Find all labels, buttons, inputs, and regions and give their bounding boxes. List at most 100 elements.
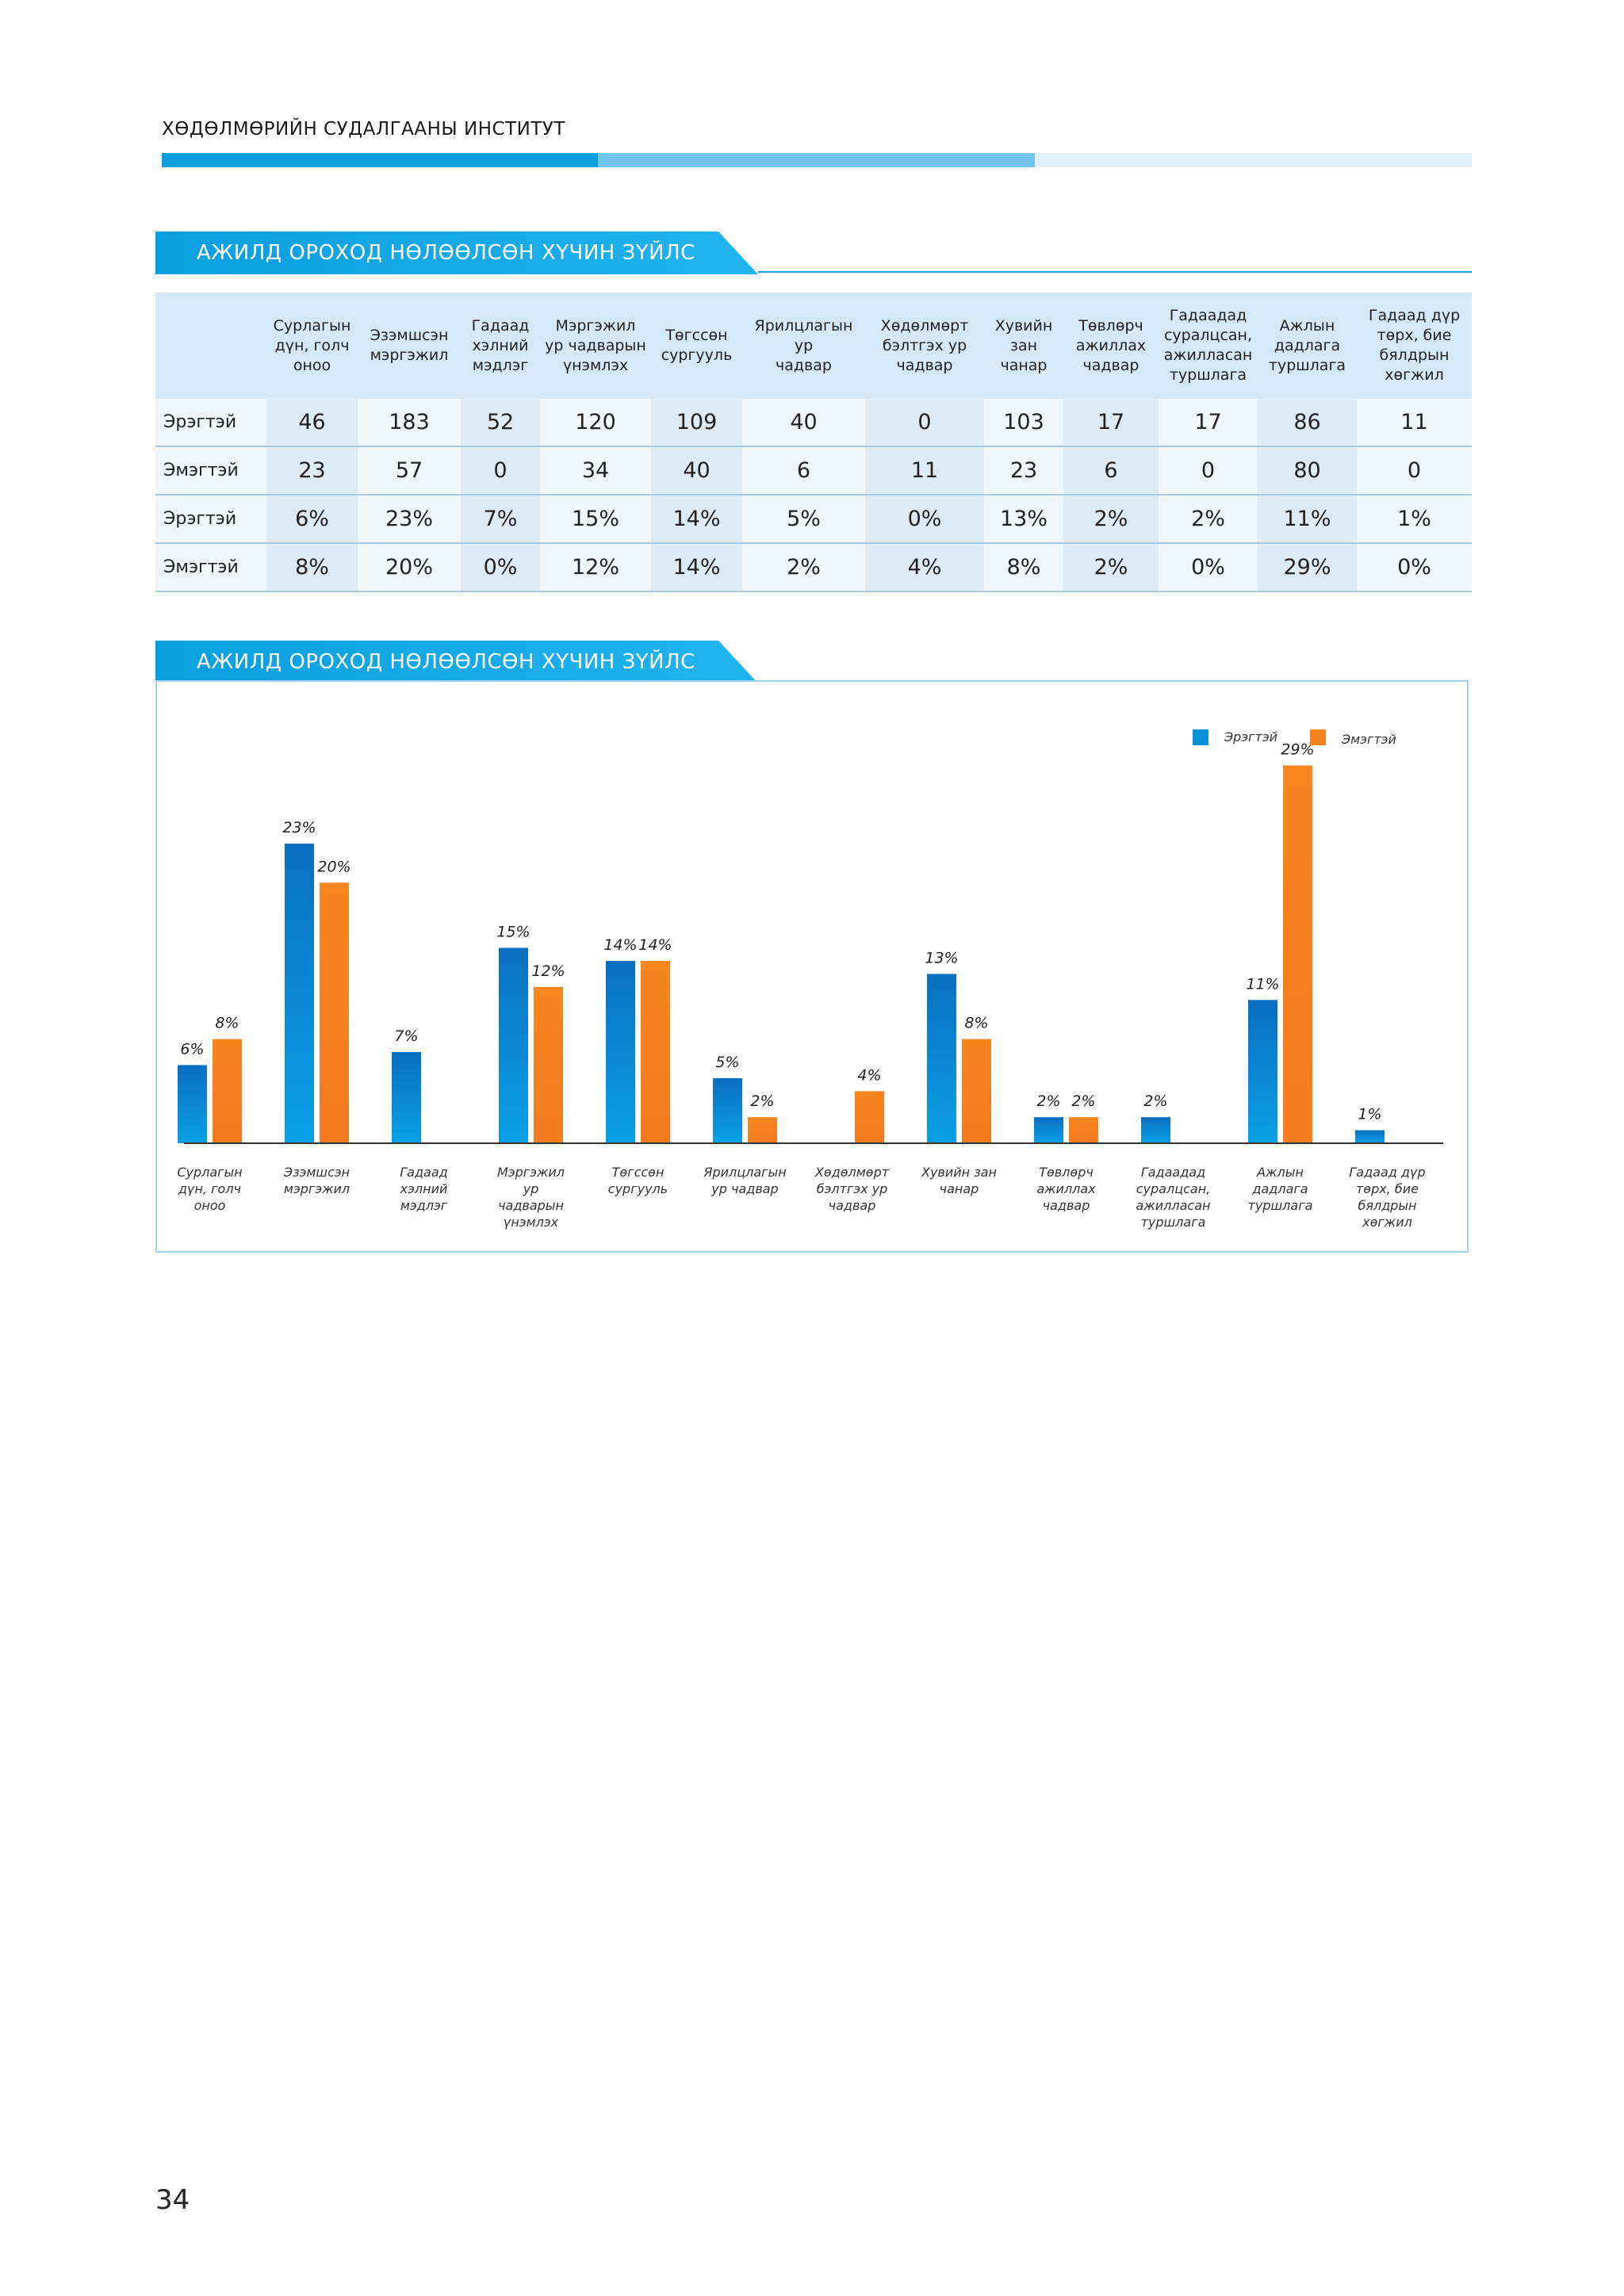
category-label: бэлтгэх ур: [817, 1181, 888, 1196]
legend-label: Эрэгтэй: [1224, 729, 1277, 744]
row-label: Эмэгтэй: [155, 446, 266, 496]
category-label: Ярилцлагын: [703, 1165, 786, 1180]
table-section-title: АЖИЛД ОРОХОД НӨЛӨӨЛСӨН ХҮЧИН ЗҮЙЛС: [197, 241, 695, 265]
bar-male: [499, 947, 528, 1143]
table-cell: 8%: [984, 543, 1063, 592]
table-cell: 0: [1357, 446, 1472, 496]
category-label: ажилласан: [1136, 1198, 1211, 1213]
column-header-line: Ярилцлагын ур: [754, 316, 853, 354]
bar-chart-frame: 6% 8% Сурлагын дүн, голч оноо 23% 20% Эзэмшсэн м…: [155, 680, 1469, 1253]
bar-male: [606, 960, 635, 1143]
table-row: Эрэгтэй 46 183 52 120 109 40 0 103 17 17 86 11: [155, 399, 1472, 447]
table-cell: 6: [742, 446, 865, 496]
column-header-line: ажиллах: [1075, 336, 1147, 354]
category-label: оноо: [194, 1198, 226, 1213]
table-row: Эмэгтэй 23 57 0 34 40 6 11 23 6 0 80 0: [155, 446, 1472, 496]
chart-section-title: АЖИЛД ОРОХОД НӨЛӨӨЛСӨН ХҮЧИН ЗҮЙЛС: [197, 650, 695, 674]
category-label: ур чадвар: [710, 1181, 778, 1196]
category-label: мэдлэг: [400, 1198, 448, 1213]
column-header-9: Төвлөрч ажиллах чадвар: [1063, 293, 1159, 399]
table-cell: 23: [266, 446, 358, 496]
column-header-line: Сурлагын: [273, 316, 351, 335]
table-cell: 17: [1063, 399, 1159, 447]
legend-swatch: [1310, 729, 1326, 745]
category-label: туршлага: [1141, 1215, 1206, 1230]
legend-label: Эмэгтэй: [1341, 732, 1396, 747]
table-cell: 8%: [266, 543, 358, 592]
bar-female: [320, 882, 349, 1143]
category-label: Гадаад дүр: [1349, 1165, 1425, 1180]
table-cell: 2%: [1063, 495, 1159, 544]
column-header-line: зан чанар: [1000, 336, 1048, 374]
column-header-line: Хөдөлмөрт: [880, 316, 969, 335]
column-header-line: дадлага: [1274, 336, 1341, 354]
table-cell: 40: [651, 446, 742, 496]
category-label: Гадаад: [400, 1165, 447, 1180]
category-label: дадлага: [1251, 1181, 1308, 1196]
table-cell: 0%: [1357, 543, 1472, 592]
row-label: Эмэгтэй: [155, 543, 266, 592]
category-label: сургууль: [608, 1181, 668, 1196]
table-cell: 0: [865, 399, 984, 447]
column-header-line: Төгссөн: [665, 327, 728, 344]
bar-value-label: 2%: [1036, 1093, 1060, 1110]
column-header-line: оноо: [293, 356, 331, 374]
category-label: Төгссөн: [612, 1165, 665, 1180]
table-cell: 46: [266, 399, 358, 447]
column-header-line: чадвар: [896, 356, 953, 374]
category-label: чадвар: [829, 1198, 876, 1213]
bar-value-label: 2%: [1071, 1093, 1095, 1110]
legend-swatch: [1193, 729, 1208, 745]
category-label: дүн, голч: [178, 1181, 241, 1196]
column-header-line: Ажлын: [1279, 316, 1335, 335]
column-header-line: хэлний: [472, 336, 529, 354]
column-header-10: Гадаадад суралцсан, ажилласан туршлага: [1159, 293, 1258, 399]
column-header-line: Төвлөрч: [1078, 316, 1143, 335]
table-banner-line: [758, 271, 1472, 273]
institute-header: ХӨДӨЛМӨРИЙН СУДАЛГААНЫ ИНСТИТУТ: [162, 119, 565, 140]
table-cell: 1%: [1357, 495, 1472, 544]
bar-male: [178, 1065, 207, 1143]
column-header-line: бэлтгэх ур: [882, 336, 967, 354]
category-label: Сурлагын: [177, 1165, 242, 1180]
table-cell: 4%: [865, 543, 984, 592]
table-cell: 23%: [358, 495, 461, 544]
table-corner-cell: [155, 293, 266, 399]
table-cell: 29%: [1258, 543, 1357, 592]
page-number: 34: [155, 2184, 190, 2216]
table-cell: 103: [984, 399, 1063, 447]
bar-male: [1141, 1117, 1170, 1143]
table-cell: 2%: [742, 543, 865, 592]
column-header-line: хөгжил: [1385, 366, 1444, 384]
table-cell: 40: [742, 399, 865, 447]
column-header-line: Гадаад дүр: [1368, 307, 1461, 324]
column-header-8: Хувийн зан чанар: [984, 293, 1063, 399]
column-header-11: Ажлын дадлага туршлага: [1258, 293, 1357, 399]
bar-male: [1248, 1000, 1277, 1143]
table-row: Эмэгтэй 8% 20% 0% 12% 14% 2% 4% 8% 2% 0% 29% 0%: [155, 543, 1472, 592]
row-label: Эрэгтэй: [155, 495, 266, 544]
column-header-line: ур чадварын: [545, 336, 646, 354]
category-label: туршлага: [1248, 1198, 1313, 1213]
bar-female: [641, 960, 670, 1143]
column-header-line: суралцсан,: [1163, 327, 1253, 344]
column-header-1: Сурлагын дүн, голч оноо: [266, 293, 358, 399]
table-cell: 15%: [540, 495, 651, 544]
bar-female: [748, 1117, 777, 1143]
table-cell: 2%: [1063, 543, 1159, 592]
category-label: Төвлөрч: [1039, 1165, 1094, 1180]
table-cell: 183: [358, 399, 461, 447]
factors-table: Сурлагын дүн, голч оноо Эзэмшсэн мэргэжил Гад…: [155, 293, 1472, 592]
category-label: ажиллах: [1036, 1181, 1096, 1196]
category-label: суралцсан,: [1136, 1181, 1211, 1196]
table-cell: 109: [651, 399, 742, 447]
table-cell: 86: [1258, 399, 1357, 447]
bar-value-label: 8%: [964, 1015, 988, 1032]
bar-value-label: 7%: [394, 1027, 418, 1045]
table-cell: 14%: [651, 543, 742, 592]
category-label: үнэмлэх: [504, 1215, 559, 1230]
column-header-line: үнэмлэх: [562, 356, 629, 374]
bar-value-label: 14%: [638, 936, 672, 954]
table-cell: 0: [1159, 446, 1258, 496]
